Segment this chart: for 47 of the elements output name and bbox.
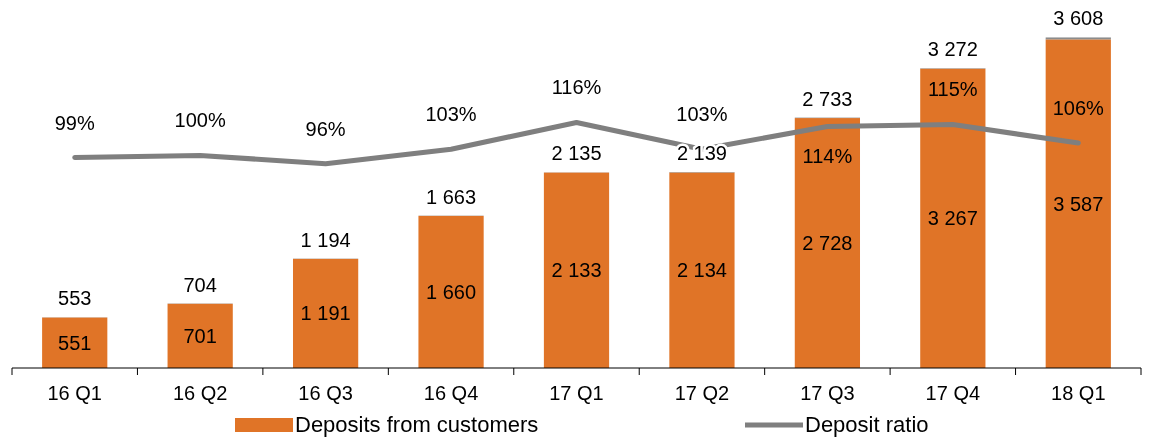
total-label: 553 — [58, 287, 92, 310]
bar — [794, 118, 860, 368]
data-label: 115% — [928, 78, 978, 101]
data-label: 1 191 — [300, 302, 351, 325]
data-label: 114% — [802, 144, 853, 167]
x-tick-label: 17 Q1 — [549, 382, 604, 404]
data-label: 100% — [174, 109, 226, 132]
x-tick-label: 17 Q2 — [674, 382, 730, 404]
total-label: 3 272 — [927, 38, 978, 61]
data-label: 3 267 — [927, 207, 978, 230]
x-tick-label: 18 Q1 — [1051, 382, 1106, 404]
bar — [543, 172, 610, 368]
bar — [1045, 39, 1111, 368]
bar — [418, 215, 484, 368]
data-label: 2 728 — [802, 232, 853, 255]
data-label: 106% — [1052, 97, 1105, 120]
data-label: 2 133 — [551, 259, 602, 282]
legend-label: Deposits from customers — [295, 412, 539, 437]
x-tick-label: 17 Q4 — [925, 382, 981, 404]
data-label: 551 — [58, 331, 92, 354]
total-label: 2 733 — [802, 87, 853, 110]
x-tick-label: 16 Q3 — [298, 382, 353, 404]
bar — [920, 68, 986, 368]
total-label: 704 — [183, 273, 217, 296]
total-label: 1 194 — [300, 228, 351, 251]
x-tick-label: 16 Q1 — [47, 382, 102, 404]
x-tick-label: 17 Q3 — [800, 382, 855, 404]
data-label: 1 660 — [426, 280, 477, 303]
total-label: 2 139 — [676, 142, 727, 165]
data-label: 2 134 — [676, 259, 727, 282]
data-label: 116% — [551, 76, 602, 99]
data-label: 99% — [54, 111, 95, 134]
data-label: 96% — [305, 117, 346, 140]
data-label: 103% — [676, 103, 728, 126]
data-label: 3 587 — [1053, 192, 1104, 215]
x-tick-label: 16 Q4 — [423, 382, 479, 404]
bar — [42, 317, 108, 368]
bar — [293, 258, 359, 368]
total-label: 2 135 — [551, 142, 602, 165]
data-label: 103% — [425, 103, 477, 126]
data-label: 701 — [183, 324, 217, 347]
total-label: 3 608 — [1053, 7, 1104, 30]
x-tick-label: 16 Q2 — [172, 382, 228, 404]
total-label: 1 663 — [426, 185, 477, 208]
bar — [669, 172, 735, 368]
legend-label: Deposit ratio — [805, 412, 929, 437]
bar — [167, 303, 233, 368]
